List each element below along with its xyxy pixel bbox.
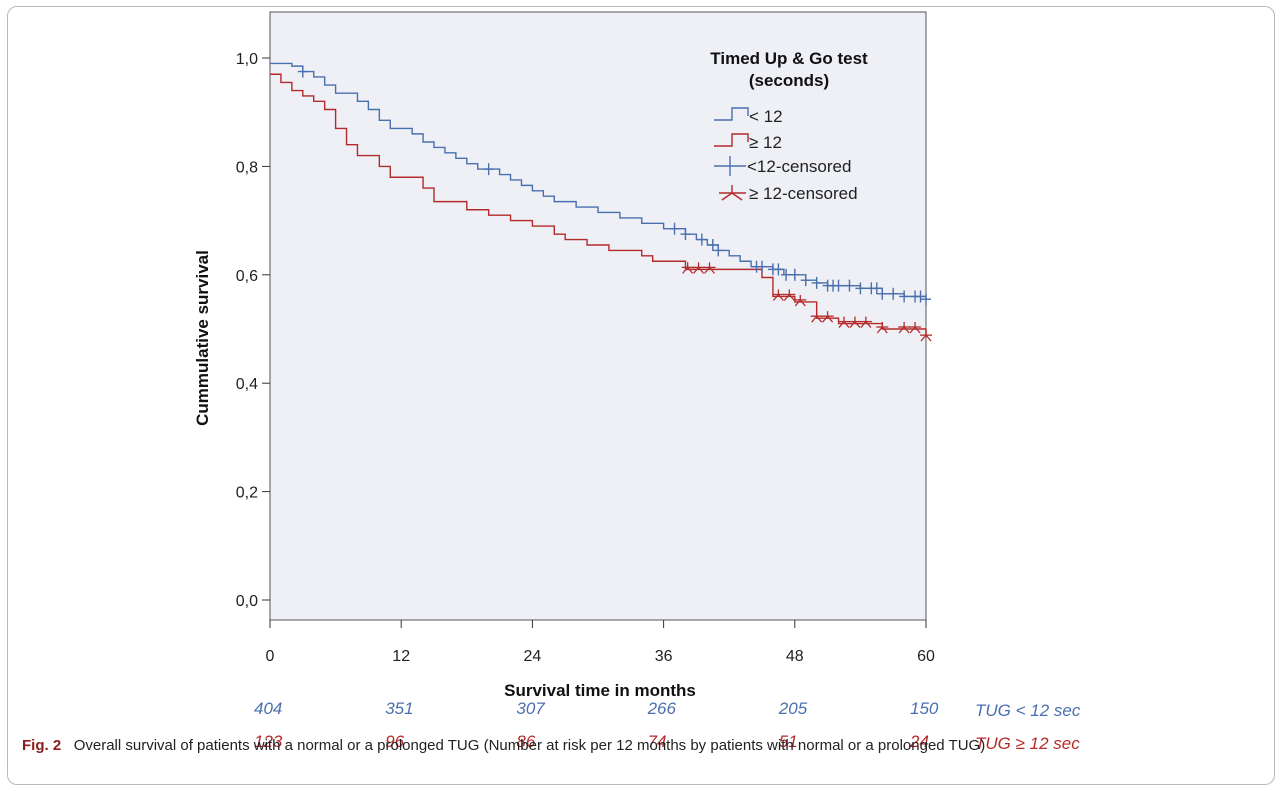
y-tick-label: 0,2: [236, 485, 258, 502]
censor-star-mark: [859, 316, 872, 328]
risk-group-label: TUG ≥ 12 sec: [975, 734, 1080, 753]
censor-star-mark: [920, 330, 932, 342]
figure-label: Fig. 2: [22, 737, 62, 754]
legend-entry-under12-censored: <12-censored: [747, 157, 851, 176]
censor-plus-mark: [899, 290, 910, 303]
risk-count: 205: [778, 699, 808, 718]
tick-labels: 0,0 0,2 0,4 0,6 0,8 1,0 0 12 24 36 48 60: [236, 51, 935, 665]
censor-star-mark: [838, 316, 850, 328]
legend-title-line2: (seconds): [749, 71, 829, 90]
censor-plus-mark: [888, 287, 899, 300]
risk-count: 96: [385, 732, 405, 751]
censor-star-mark: [848, 316, 861, 328]
legend-star-icon: [719, 185, 746, 201]
legend: Timed Up & Go test (seconds) < 12 ≥ 12 <…: [710, 49, 868, 203]
censor-plus-mark: [781, 268, 792, 281]
risk-count: 51: [778, 732, 798, 751]
censor-plus-mark: [680, 228, 691, 241]
censor-star-mark: [821, 311, 834, 323]
censor-star-mark: [703, 262, 716, 274]
x-tick-label: 48: [786, 648, 804, 665]
legend-entry-under12: < 12: [749, 107, 783, 126]
censor-plus-mark: [696, 233, 707, 246]
censor-plus-mark: [833, 279, 844, 292]
legend-title-line1: Timed Up & Go test: [710, 49, 868, 68]
risk-count: 404: [254, 699, 283, 718]
censor-star-mark: [909, 322, 922, 334]
censor-plus-mark: [800, 274, 811, 287]
x-tick-label: 0: [266, 648, 275, 665]
censor-star-mark: [692, 262, 705, 274]
censor-plus-mark: [713, 244, 724, 257]
censor-plus-mark: [707, 238, 718, 251]
censor-plus-mark: [877, 287, 888, 300]
x-tick-label: 36: [655, 648, 673, 665]
legend-step-icon-red: [714, 133, 749, 147]
y-tick-label: 0,0: [236, 593, 258, 610]
legend-step-icon-blue: [714, 107, 749, 121]
x-tick-label: 12: [392, 648, 410, 665]
risk-count: 86: [516, 732, 536, 751]
censor-plus-mark: [915, 290, 926, 303]
censor-plus-mark: [297, 65, 308, 78]
legend-entry-over12: ≥ 12: [749, 133, 782, 152]
censor-plus-mark: [757, 260, 767, 273]
censor-plus-mark: [855, 282, 866, 295]
censor-plus-mark: [483, 163, 494, 176]
axis-ticks: [262, 57, 927, 628]
censor-plus-mark: [844, 279, 855, 292]
risk-count: 24: [910, 732, 929, 751]
figure-frame: [7, 6, 1275, 785]
risk-count: 307: [516, 699, 545, 718]
risk-count: 74: [647, 732, 667, 751]
y-tick-label: 1,0: [236, 51, 258, 68]
legend-plus-icon: [714, 156, 746, 176]
censor-star-mark: [783, 289, 796, 301]
censor-plus-mark: [921, 293, 931, 306]
y-tick-label: 0,6: [236, 268, 258, 285]
censor-star-mark: [898, 322, 911, 334]
censor-plus-mark: [669, 222, 680, 235]
risk-count: 150: [910, 699, 939, 718]
risk-count: 123: [254, 732, 283, 751]
censor-plus-mark: [773, 263, 784, 276]
risk-count: 266: [647, 699, 676, 718]
series-line-under12: [270, 62, 927, 300]
censor-star-mark: [810, 311, 823, 323]
censor-star-mark: [794, 294, 807, 307]
censor-star-mark: [681, 262, 694, 274]
y-tick-label: 0,4: [236, 376, 258, 393]
censor-plus-mark: [811, 276, 822, 289]
x-tick-label: 24: [524, 648, 542, 665]
y-tick-label: 0,8: [236, 159, 258, 176]
censor-plus-mark: [789, 268, 800, 281]
censor-plus-mark: [871, 282, 882, 295]
risk-group-label: TUG < 12 sec: [975, 701, 1081, 720]
legend-entry-over12-censored: ≥ 12-censored: [749, 184, 858, 203]
figure-caption: Fig. 2 Overall survival of patients with…: [22, 737, 985, 754]
caption-text: Overall survival of patients with a norm…: [73, 737, 986, 754]
censor-star-mark: [772, 289, 785, 301]
x-axis-label: Survival time in months: [504, 681, 696, 700]
censor-star-mark: [876, 322, 889, 334]
x-tick-label: 60: [917, 648, 935, 665]
risk-count: 351: [385, 699, 414, 718]
y-axis-label: Cummulative survival: [193, 250, 212, 426]
censor-layer: [297, 65, 932, 342]
